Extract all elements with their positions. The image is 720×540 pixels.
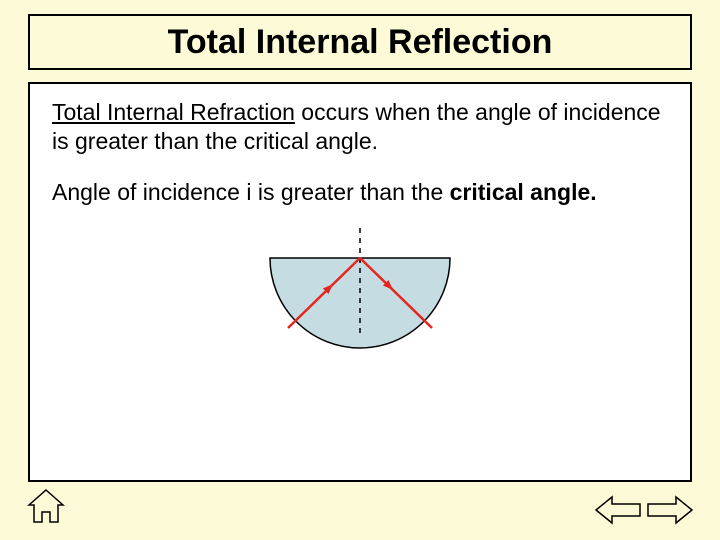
home-icon [26,488,66,526]
diagram-container [52,228,668,358]
p2-bold: critical angle. [450,179,597,205]
p2-pre: Angle of incidence i is greater than the [52,179,450,205]
p1-lead: Total Internal Refraction [52,99,295,125]
title-container: Total Internal Reflection [28,14,692,70]
prev-button[interactable] [594,494,642,526]
next-button[interactable] [646,494,694,526]
reflection-diagram [240,228,480,358]
nav-arrows [594,494,694,526]
arrow-right-icon [646,494,694,526]
arrow-left-icon [594,494,642,526]
page-title: Total Internal Reflection [168,23,553,62]
content-container: Total Internal Refraction occurs when th… [28,82,692,482]
paragraph-2: Angle of incidence i is greater than the… [52,178,668,207]
paragraph-1: Total Internal Refraction occurs when th… [52,98,668,156]
home-button[interactable] [26,488,66,526]
